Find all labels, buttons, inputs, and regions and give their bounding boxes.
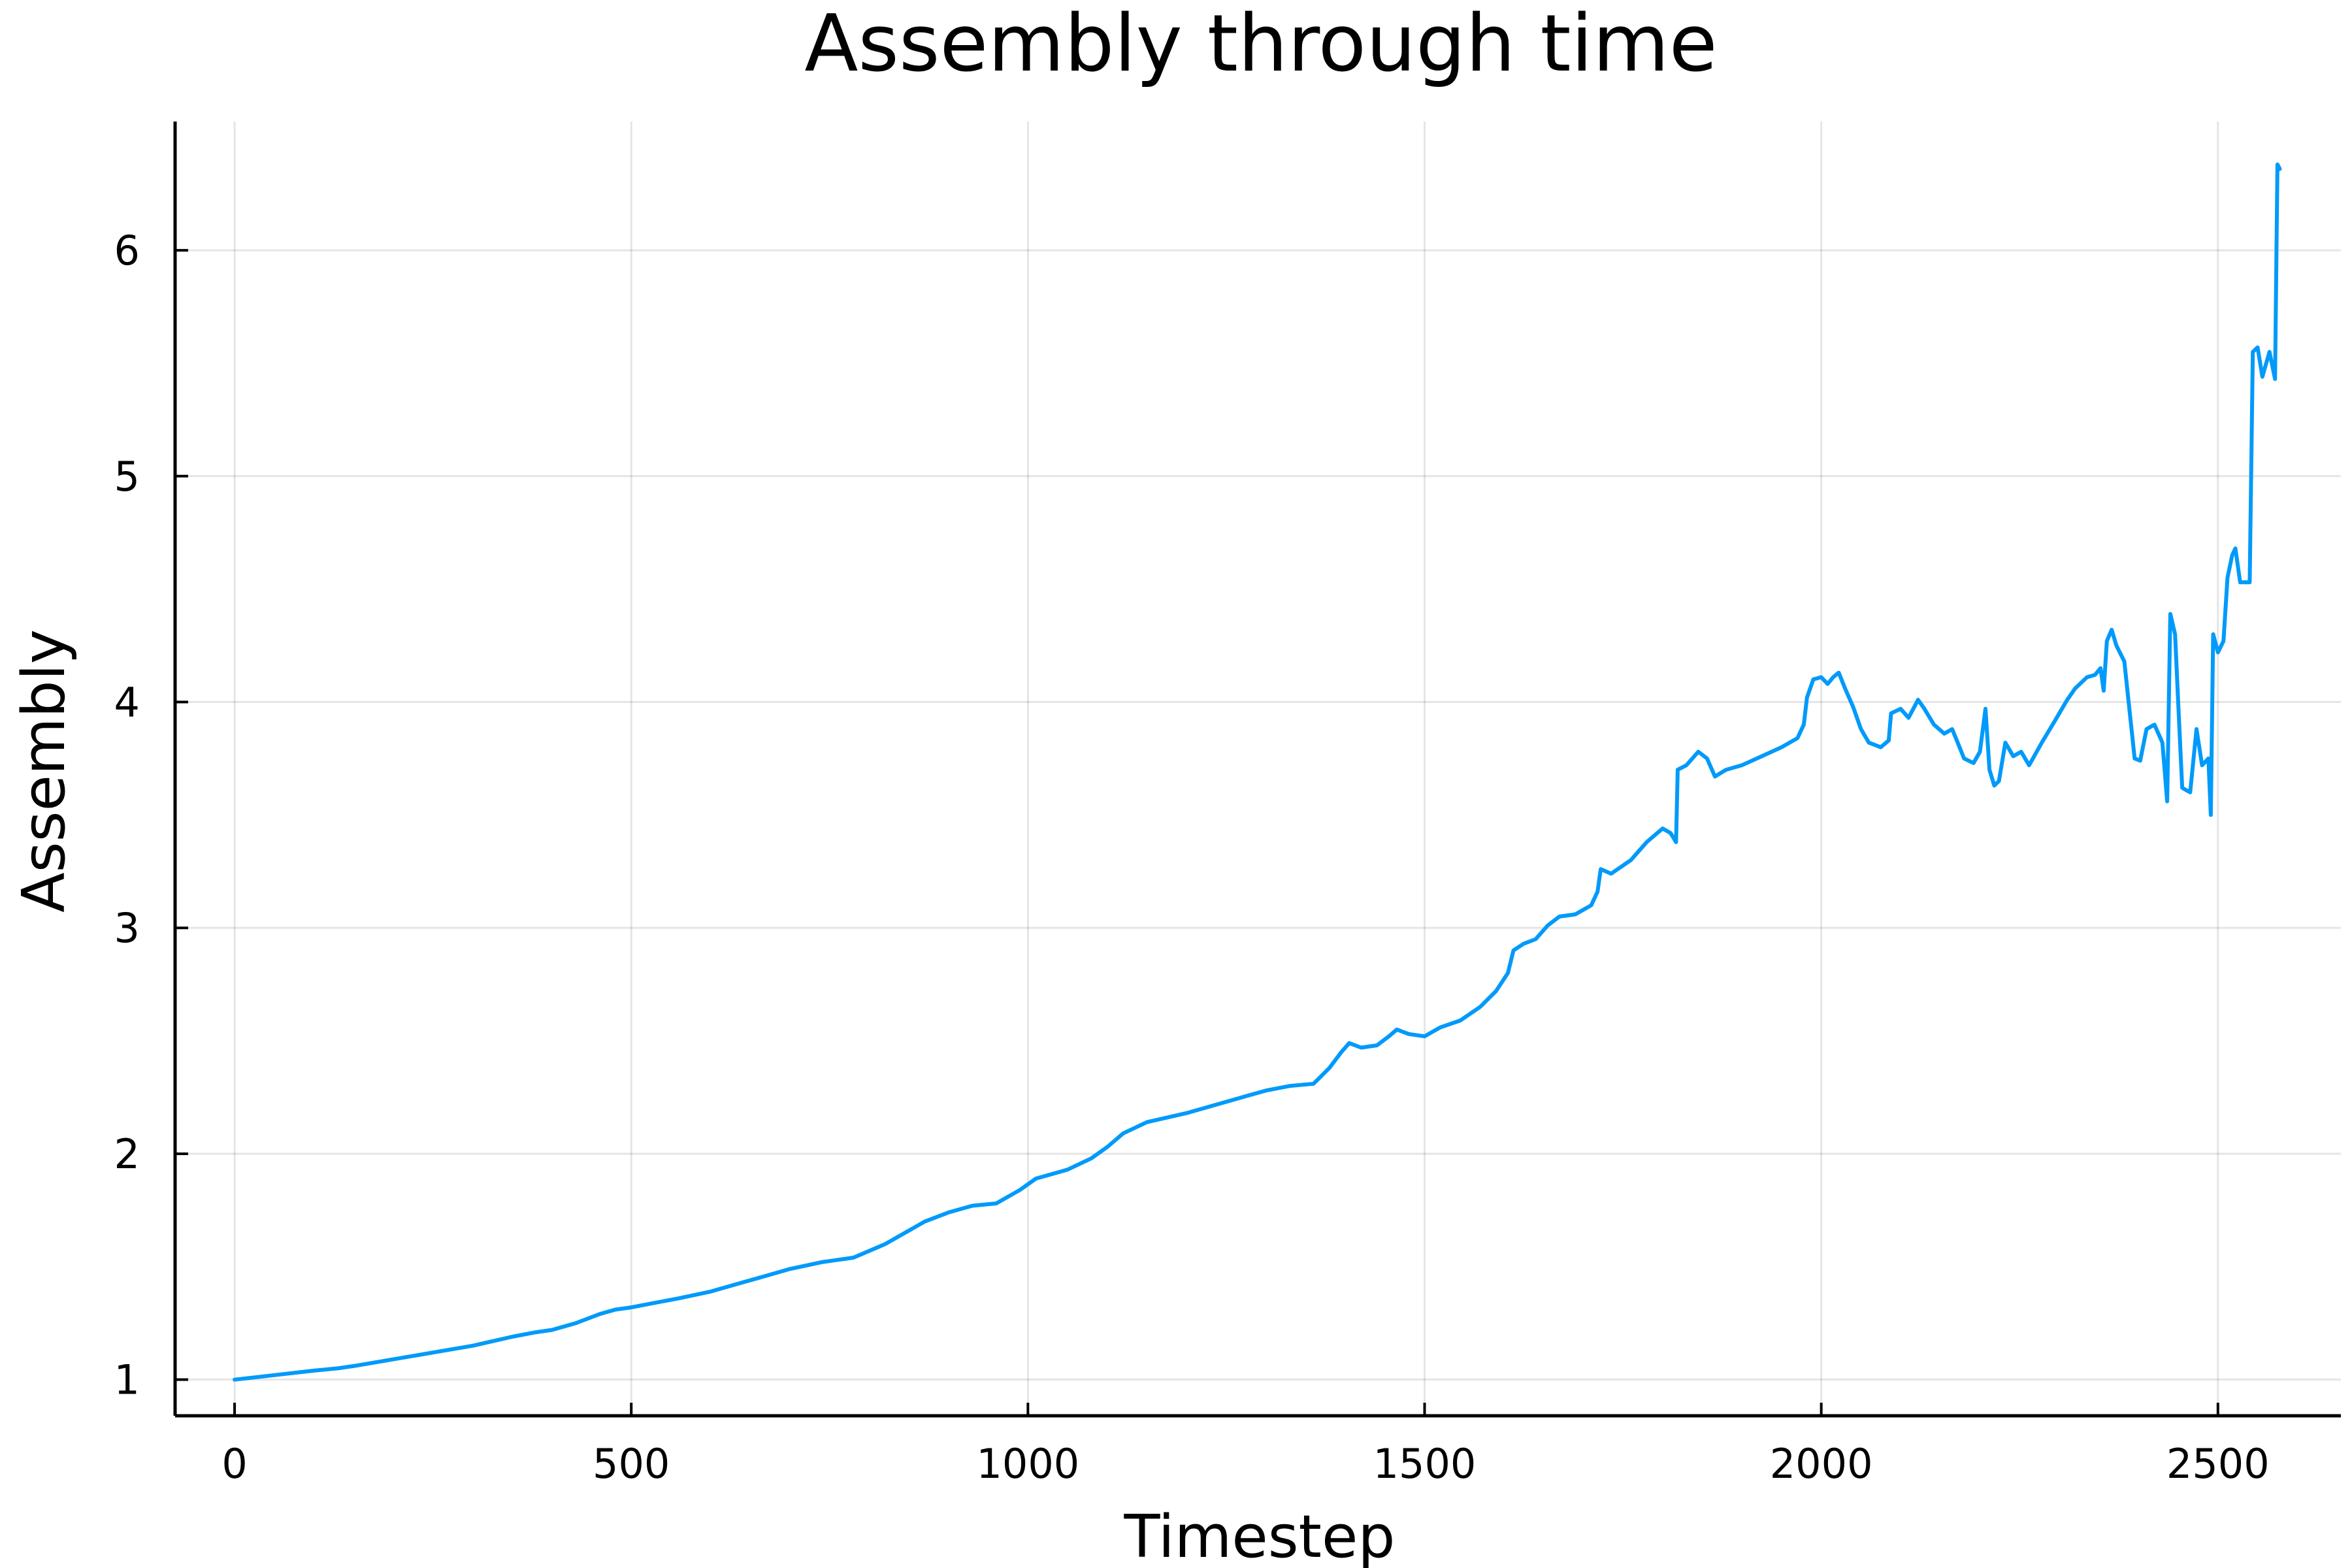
y-tick-label: 5 xyxy=(114,453,140,500)
x-tick-label: 0 xyxy=(221,1440,247,1488)
y-tick-label: 4 xyxy=(114,679,140,727)
series-layer xyxy=(233,162,2282,1382)
series-line xyxy=(233,162,2282,1382)
x-tick-label: 2500 xyxy=(2166,1440,2270,1488)
chart-title: Assembly through time xyxy=(804,0,1717,90)
x-tick-label: 1500 xyxy=(1373,1440,1477,1488)
y-tick-label: 1 xyxy=(114,1356,140,1404)
y-tick-label: 2 xyxy=(114,1130,140,1178)
y-tick-labels: 1 2 3 4 5 6 xyxy=(114,227,140,1404)
x-tick-label: 500 xyxy=(593,1440,670,1488)
x-axis-label: Timestep xyxy=(1124,1503,1396,1568)
y-tick-label: 3 xyxy=(114,904,140,952)
axes xyxy=(173,122,2341,1418)
x-tick-label: 1000 xyxy=(976,1440,1079,1488)
grid xyxy=(175,122,2341,1416)
x-tick-label: 2000 xyxy=(1770,1440,1873,1488)
x-tick-labels: 0 500 1000 1500 2000 2500 xyxy=(221,1440,2269,1488)
y-axis-label: Assembly xyxy=(10,629,78,913)
y-tick-label: 6 xyxy=(114,227,140,274)
